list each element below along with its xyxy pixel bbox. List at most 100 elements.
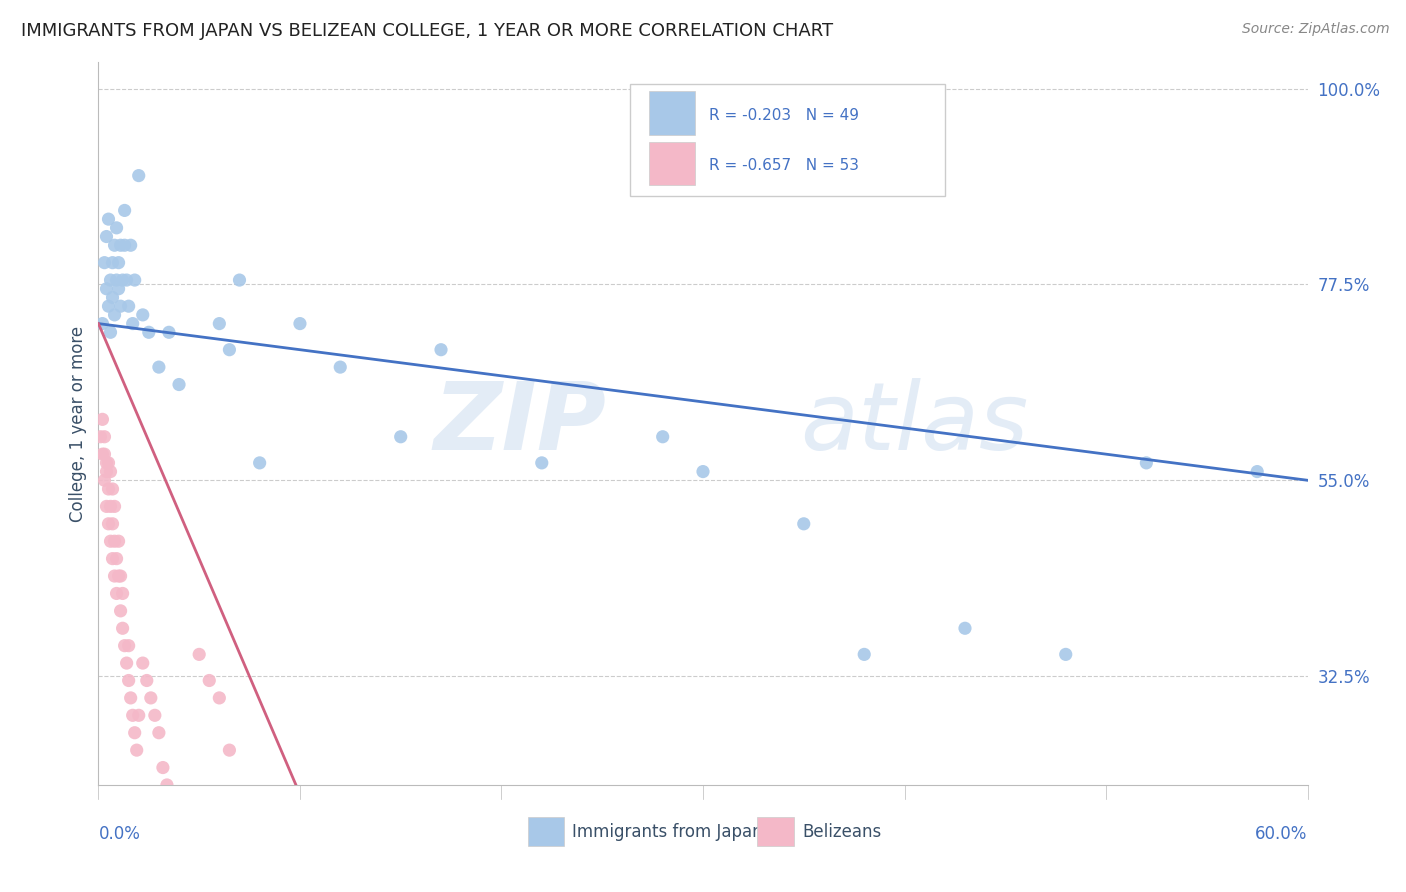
Point: [329, 360, 352, 375]
FancyBboxPatch shape: [648, 142, 695, 185]
Point: [132, 308, 155, 322]
Point: [115, 656, 138, 670]
Point: [120, 238, 142, 252]
Point: [100, 465, 122, 479]
FancyBboxPatch shape: [527, 817, 564, 847]
Point: [115, 273, 138, 287]
Text: atlas: atlas: [800, 378, 1028, 469]
Point: [793, 516, 815, 531]
Point: [167, 830, 190, 845]
Point: [103, 569, 125, 583]
Text: IMMIGRANTS FROM JAPAN VS BELIZEAN COLLEGE, 1 YEAR OR MORE CORRELATION CHART: IMMIGRANTS FROM JAPAN VS BELIZEAN COLLEG…: [21, 22, 834, 40]
Point: [853, 648, 876, 662]
Point: [125, 743, 148, 757]
Point: [91, 412, 114, 426]
Point: [107, 282, 129, 296]
Point: [188, 648, 211, 662]
FancyBboxPatch shape: [630, 84, 945, 196]
Text: R = -0.203   N = 49: R = -0.203 N = 49: [709, 108, 859, 123]
Y-axis label: College, 1 year or more: College, 1 year or more: [69, 326, 87, 522]
Point: [111, 586, 134, 600]
Point: [103, 238, 125, 252]
Point: [91, 317, 114, 331]
Text: Source: ZipAtlas.com: Source: ZipAtlas.com: [1241, 22, 1389, 37]
Text: Belizeans: Belizeans: [803, 823, 882, 841]
Point: [101, 290, 124, 304]
Point: [530, 456, 553, 470]
Point: [953, 621, 976, 635]
Point: [138, 326, 160, 340]
Point: [105, 551, 128, 566]
Point: [111, 273, 134, 287]
Point: [1135, 456, 1157, 470]
Point: [114, 639, 136, 653]
Point: [198, 673, 221, 688]
Point: [96, 500, 118, 514]
Point: [91, 447, 114, 461]
Point: [135, 673, 157, 688]
Point: [156, 778, 179, 792]
Text: Immigrants from Japan: Immigrants from Japan: [572, 823, 763, 841]
Point: [93, 255, 115, 269]
Point: [96, 456, 118, 470]
Point: [97, 299, 120, 313]
Point: [163, 813, 186, 827]
Point: [103, 534, 125, 549]
Text: 0.0%: 0.0%: [98, 825, 141, 843]
Point: [218, 743, 240, 757]
Text: ZIP: ZIP: [433, 377, 606, 470]
Point: [148, 360, 170, 375]
Point: [1246, 465, 1268, 479]
Point: [389, 430, 412, 444]
Point: [208, 317, 231, 331]
Point: [132, 656, 155, 670]
Point: [114, 203, 136, 218]
Point: [107, 534, 129, 549]
Point: [1054, 648, 1077, 662]
Point: [105, 586, 128, 600]
Point: [103, 500, 125, 514]
Point: [93, 447, 115, 461]
Point: [124, 725, 146, 739]
Point: [105, 273, 128, 287]
Point: [148, 725, 170, 739]
Point: [121, 317, 143, 331]
Point: [105, 220, 128, 235]
Point: [97, 516, 120, 531]
Point: [124, 273, 146, 287]
Point: [111, 621, 134, 635]
Point: [651, 430, 673, 444]
Point: [228, 273, 250, 287]
Point: [143, 708, 166, 723]
Point: [89, 430, 111, 444]
Point: [100, 534, 122, 549]
Point: [100, 273, 122, 287]
Point: [93, 473, 115, 487]
Point: [97, 456, 120, 470]
Point: [96, 282, 118, 296]
Point: [93, 430, 115, 444]
Point: [114, 238, 136, 252]
Point: [96, 465, 118, 479]
Point: [101, 255, 124, 269]
Point: [218, 343, 240, 357]
Point: [121, 708, 143, 723]
Point: [97, 482, 120, 496]
Point: [118, 673, 141, 688]
Point: [128, 169, 150, 183]
Point: [172, 847, 194, 862]
Point: [96, 229, 118, 244]
Point: [430, 343, 453, 357]
Point: [120, 690, 142, 705]
Point: [167, 377, 190, 392]
Point: [157, 326, 180, 340]
Point: [249, 456, 271, 470]
Point: [107, 569, 129, 583]
Point: [118, 639, 141, 653]
Point: [100, 326, 122, 340]
Point: [152, 760, 174, 774]
FancyBboxPatch shape: [758, 817, 794, 847]
Point: [103, 308, 125, 322]
Point: [110, 299, 132, 313]
Point: [118, 299, 141, 313]
